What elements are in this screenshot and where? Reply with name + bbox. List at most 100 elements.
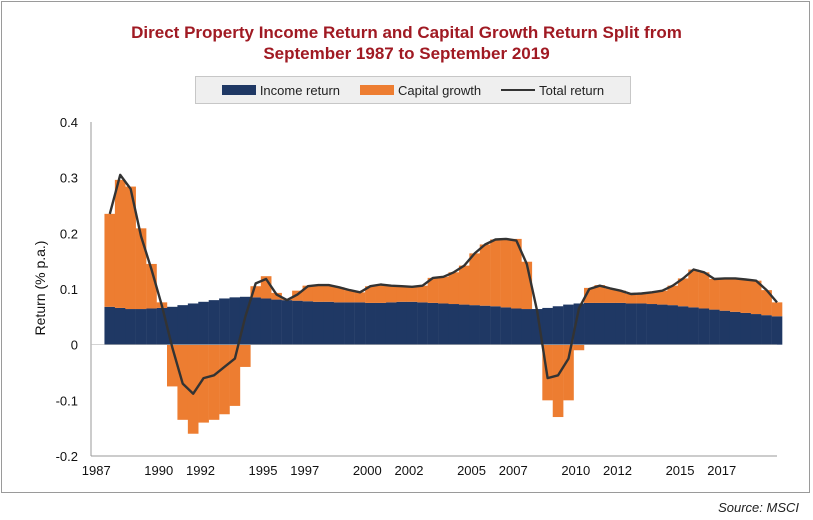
income-bar	[177, 305, 189, 345]
capital-growth-bar	[771, 302, 783, 317]
capital-growth-bar	[709, 278, 720, 310]
income-bar	[531, 309, 543, 345]
income-bar	[292, 300, 303, 345]
legend-label-income: Income return	[259, 82, 341, 98]
x-tick-label: 2000	[353, 463, 382, 478]
legend-swatch-income	[221, 85, 256, 95]
capital-growth-bar	[636, 293, 647, 304]
y-tick-label: 0.2	[60, 226, 78, 241]
capital-growth-bar	[479, 244, 491, 306]
y-axis-label: Return (% p.a.)	[32, 241, 48, 336]
income-bar	[219, 298, 230, 345]
capital-growth-bar	[344, 290, 355, 303]
income-bar	[636, 303, 647, 345]
capital-growth-bar	[375, 284, 387, 303]
income-bar	[750, 314, 762, 345]
capital-growth-bar	[740, 279, 752, 313]
capital-growth-bar	[552, 344, 564, 418]
income-bar	[500, 307, 512, 345]
capital-growth-bar	[229, 344, 241, 406]
legend-swatch-total	[501, 89, 536, 91]
chart-title-line-1: Direct Property Income Return and Capita…	[131, 23, 682, 42]
capital-growth-bar	[167, 344, 178, 387]
income-bar	[688, 307, 699, 345]
legend-item-total: Total return	[501, 83, 604, 98]
capital-growth-bar	[250, 286, 262, 298]
legend-label-total: Total return	[539, 82, 605, 98]
x-tick-label: 1987	[82, 463, 111, 478]
capital-growth-bar	[719, 278, 731, 311]
income-bar	[396, 301, 407, 345]
x-tick-label: 2002	[395, 463, 424, 478]
capital-growth-bar	[187, 344, 199, 434]
capital-growth-bar	[385, 285, 397, 303]
income-bar	[719, 310, 731, 345]
income-bar	[187, 303, 199, 345]
income-bar	[709, 309, 720, 345]
income-bar	[135, 309, 147, 345]
capital-growth-bar	[594, 285, 606, 303]
capital-growth-bar	[490, 239, 501, 307]
income-bar	[542, 307, 553, 345]
legend-label-capital: Capital growth	[398, 82, 482, 98]
income-bar	[208, 300, 220, 345]
capital-growth-bar	[584, 287, 595, 303]
income-bar	[229, 297, 241, 345]
income-bar	[646, 304, 658, 345]
capital-growth-bar	[417, 285, 428, 303]
chart-svg: -0.2 -0.1 0 0.1 0.2 0.3 0.4 1987 1990 1992 1995 199…	[32, 115, 783, 478]
x-tick-label: 2007	[499, 463, 528, 478]
capital-growth-bar	[323, 285, 335, 302]
capital-growth-bar	[239, 344, 251, 367]
capital-growth-bar	[563, 344, 574, 401]
legend-item-income: Income return	[221, 82, 341, 98]
income-bar	[657, 304, 668, 345]
income-bar	[594, 302, 606, 345]
y-tick-label: 0.3	[60, 171, 78, 186]
x-tick-label: 2010	[561, 463, 590, 478]
capital-growth-bar	[333, 287, 345, 303]
income-bar	[625, 303, 637, 345]
capital-growth-bar	[615, 290, 626, 303]
capital-growth-bar	[438, 276, 449, 304]
legend-swatch-capital	[360, 85, 395, 95]
income-bar	[114, 307, 126, 345]
x-tick-label: 1997	[290, 463, 319, 478]
x-tick-label: 2005	[457, 463, 486, 478]
plot-area: -0.2 -0.1 0 0.1 0.2 0.3 0.4 1987 1990 1992 1995 199…	[56, 115, 783, 478]
income-bar	[125, 309, 136, 345]
income-bar	[156, 307, 168, 345]
capital-growth-bar	[625, 294, 637, 304]
income-bar	[552, 306, 564, 345]
capital-growth-bar	[667, 285, 679, 306]
capital-growth-bar	[604, 288, 616, 303]
income-bar	[344, 302, 355, 345]
income-bar	[771, 316, 783, 345]
capital-growth-bar	[511, 238, 522, 309]
capital-growth-bar	[406, 286, 418, 302]
x-tick-label: 2012	[603, 463, 632, 478]
income-bar	[375, 302, 387, 345]
capital-growth-bar	[427, 277, 439, 303]
income-bar	[615, 302, 626, 345]
income-bar	[323, 301, 335, 345]
capital-growth-bar	[469, 253, 480, 306]
legend-item-capital: Capital growth	[360, 83, 481, 98]
capital-growth-bar	[260, 276, 272, 299]
income-bar	[198, 301, 209, 345]
source-note: Source: MSCI	[718, 500, 799, 515]
capital-growth-bar	[573, 344, 585, 351]
income-bar	[312, 301, 324, 345]
income-bar	[365, 302, 376, 345]
income-bar	[406, 301, 418, 345]
income-bar	[250, 297, 262, 345]
income-bar	[563, 304, 574, 345]
income-bar	[458, 304, 470, 345]
capital-growth-bar	[750, 280, 762, 315]
chart-legend: Income return Capital growth Total retur…	[195, 76, 631, 104]
capital-growth-bar	[698, 272, 710, 309]
y-tick-label: -0.2	[56, 449, 78, 464]
capital-growth-bar	[114, 179, 126, 308]
capital-growth-bar	[500, 238, 512, 308]
income-bar	[417, 302, 428, 345]
